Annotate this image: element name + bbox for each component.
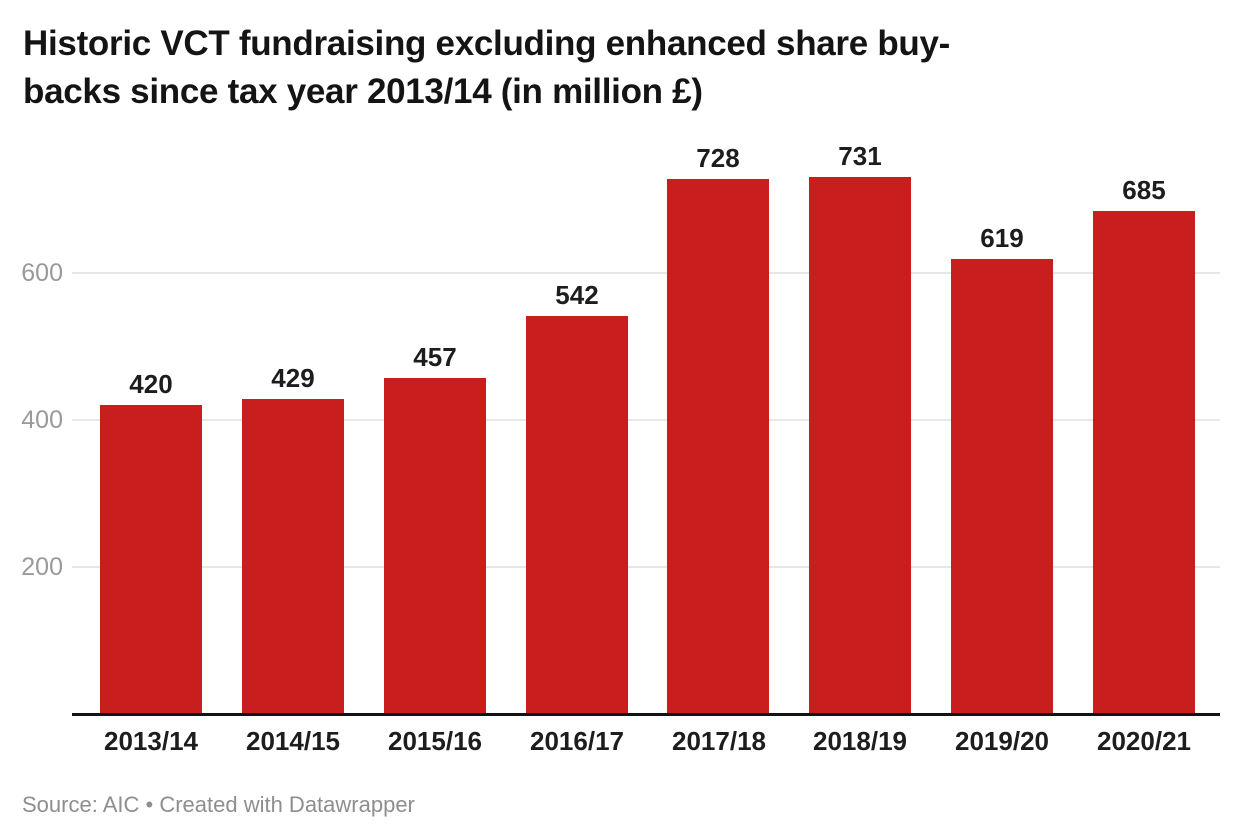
bar[interactable] <box>667 179 769 714</box>
gridline <box>72 566 1220 568</box>
x-tick-label: 2016/17 <box>530 726 624 756</box>
x-tick-label: 2013/14 <box>104 726 198 756</box>
gridline <box>72 272 1220 274</box>
bar[interactable] <box>951 259 1053 714</box>
bar-value-label: 457 <box>413 342 457 372</box>
y-tick-label: 200 <box>21 553 63 581</box>
x-axis-line <box>72 713 1220 716</box>
bar[interactable] <box>100 405 202 714</box>
bar-value-label: 542 <box>555 280 599 310</box>
x-tick-label: 2019/20 <box>955 726 1049 756</box>
x-tick-label: 2015/16 <box>388 726 482 756</box>
bar[interactable] <box>384 378 486 714</box>
gridline <box>72 419 1220 421</box>
bar[interactable] <box>809 177 911 714</box>
chart-title-line-1: Historic VCT fundraising excluding enhan… <box>23 24 951 63</box>
bar-value-label: 731 <box>838 141 882 171</box>
bar[interactable] <box>242 399 344 714</box>
y-tick-label: 600 <box>21 259 63 287</box>
chart-title: Historic VCT fundraising excluding enhan… <box>23 20 1223 116</box>
bar-value-label: 420 <box>129 369 173 399</box>
bar-value-label: 685 <box>1122 175 1166 205</box>
x-tick-label: 2014/15 <box>246 726 340 756</box>
bar[interactable] <box>1093 211 1195 714</box>
source-credit-text: Source: AIC • Created with Datawrapper <box>22 792 415 817</box>
chart-title-line-2: backs since tax year 2013/14 (in million… <box>23 72 703 111</box>
x-tick-label: 2018/19 <box>813 726 907 756</box>
x-tick-label: 2020/21 <box>1097 726 1191 756</box>
x-tick-label: 2017/18 <box>672 726 766 756</box>
bar-value-label: 429 <box>271 363 315 393</box>
y-tick-label: 400 <box>21 406 63 434</box>
chart-footer: Source: AIC • Created with Datawrapper <box>22 791 415 818</box>
bar[interactable] <box>526 316 628 714</box>
bar-value-label: 728 <box>696 143 740 173</box>
bar-value-label: 619 <box>980 223 1024 253</box>
